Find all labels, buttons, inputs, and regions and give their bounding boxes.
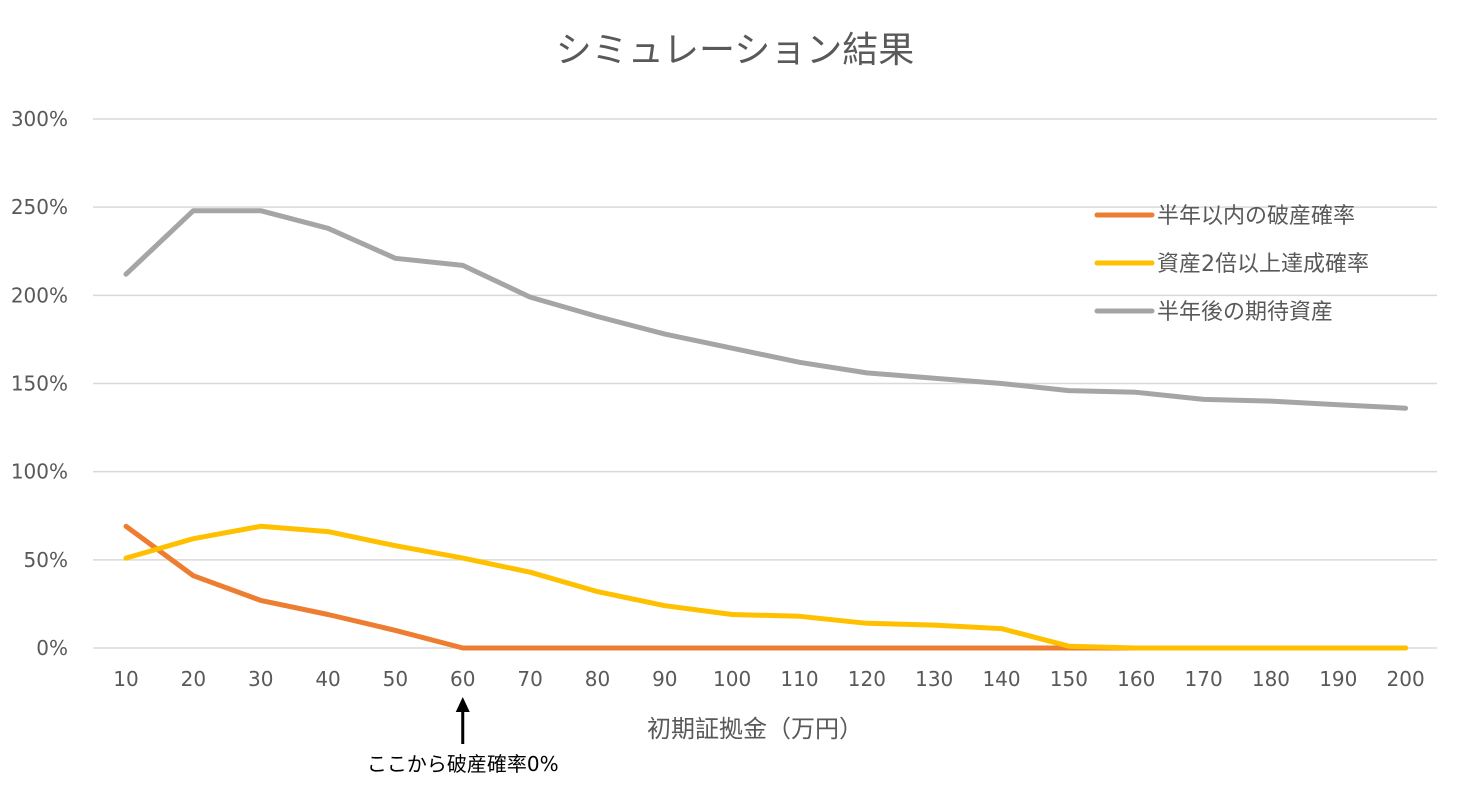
x-tick-label: 160 <box>1117 667 1155 691</box>
series-lines <box>123 208 1409 651</box>
chart-title: シミュレーション結果 <box>556 30 915 71</box>
x-tick-label: 20 <box>181 667 206 691</box>
x-tick-label: 60 <box>450 667 475 691</box>
y-tick-label: 0% <box>36 636 68 660</box>
x-tick-label: 70 <box>517 667 542 691</box>
x-tick-label: 50 <box>383 667 408 691</box>
annotation: ここから破産確率0% <box>367 697 559 776</box>
x-tick-label: 30 <box>248 667 273 691</box>
x-tick-label: 180 <box>1252 667 1290 691</box>
y-tick-label: 100% <box>11 460 68 484</box>
x-tick-label: 110 <box>780 667 818 691</box>
legend-label-2: 資産2倍以上達成確率 <box>1157 252 1369 277</box>
series-line-2 <box>123 523 1409 651</box>
x-tick-label: 90 <box>652 667 677 691</box>
x-tick-label: 170 <box>1185 667 1223 691</box>
x-tick-label: 40 <box>315 667 340 691</box>
x-tick-label: 200 <box>1387 667 1425 691</box>
x-axis-ticks: 10 20 30 40 50 60 70 80 90 100 110 120 130 140 150 160 1… <box>113 667 1424 691</box>
annotation-arrow-head <box>455 697 470 712</box>
y-tick-label: 150% <box>11 372 68 396</box>
x-tick-label: 100 <box>713 667 751 691</box>
y-tick-label: 200% <box>11 283 68 307</box>
y-tick-label: 300% <box>11 107 68 131</box>
y-tick-label: 250% <box>11 195 68 219</box>
series-line-1 <box>123 523 1409 651</box>
x-tick-label: 140 <box>982 667 1020 691</box>
legend-label-3: 半年後の期待資産 <box>1157 300 1333 325</box>
series-line-3 <box>123 208 1409 411</box>
x-axis-title: 初期証拠金（万円） <box>647 715 863 743</box>
y-axis-ticks: 0% 50% 100% 150% 200% 250% 300% <box>11 107 68 660</box>
x-tick-label: 190 <box>1319 667 1357 691</box>
x-tick-label: 130 <box>915 667 953 691</box>
x-tick-label: 10 <box>113 667 138 691</box>
x-tick-label: 80 <box>585 667 610 691</box>
x-tick-label: 150 <box>1050 667 1088 691</box>
legend-label-1: 半年以内の破産確率 <box>1157 204 1355 229</box>
annotation-text: ここから破産確率0% <box>367 752 559 776</box>
x-tick-label: 120 <box>848 667 886 691</box>
gridlines <box>93 118 1437 649</box>
y-tick-label: 50% <box>24 548 68 572</box>
